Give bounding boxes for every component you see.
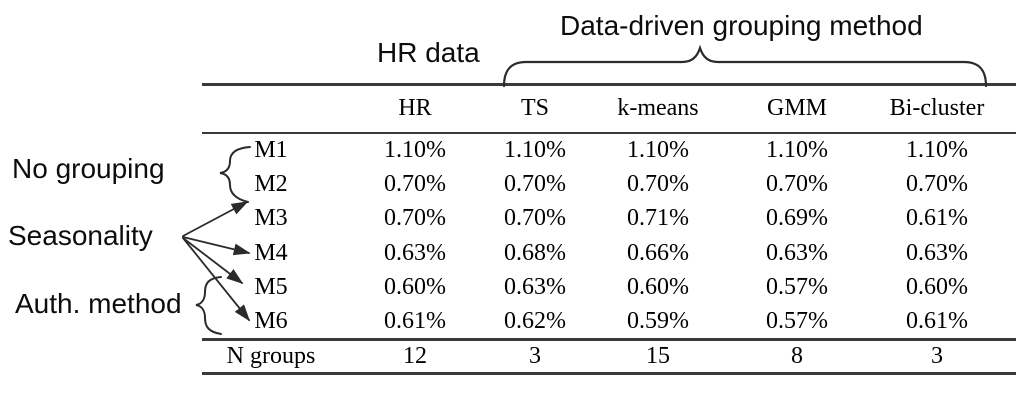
table-cell: 0.70% <box>627 170 689 197</box>
table-cell: 8 <box>736 338 858 374</box>
header-row: HR TS k-means GMM Bi-cluster <box>202 84 1016 134</box>
column-header-kmeans: k-means <box>580 84 736 134</box>
row-label: N groups <box>202 338 340 374</box>
row-label: M3 <box>254 205 288 232</box>
table-cell: 0.71% <box>627 205 689 232</box>
table-cell: 0.60% <box>627 274 689 301</box>
seasonality-label: Seasonality <box>8 220 153 251</box>
table-row-m2: M2 0.70% 0.70% 0.70% 0.70% 0.70% <box>202 167 1016 202</box>
row-label: M5 <box>254 274 288 301</box>
table-cell: 0.60% <box>906 274 968 301</box>
table-cell: 3 <box>858 338 1016 374</box>
row-label: M2 <box>254 170 288 197</box>
no-grouping-label: No grouping <box>12 153 165 184</box>
table-row-m1: M1 1.10% 1.10% 1.10% 1.10% 1.10% <box>202 133 1016 168</box>
table-cell: 0.69% <box>766 205 828 232</box>
data-driven-grouping-method-label: Data-driven grouping method <box>560 10 923 41</box>
column-header-hr: HR <box>340 84 490 134</box>
results-table: HR TS k-means GMM Bi-cluster M1 1.10% 1.… <box>202 83 1016 375</box>
column-header-ts: TS <box>490 84 580 134</box>
table-cell: 0.61% <box>906 308 968 334</box>
table-cell: 0.60% <box>384 274 446 301</box>
hr-data-column-group-label: HR data <box>377 37 480 68</box>
table-row-m3: M3 0.70% 0.70% 0.71% 0.69% 0.61% <box>202 202 1016 237</box>
table-cell: 0.62% <box>504 308 566 334</box>
table-cell: 0.63% <box>384 239 446 266</box>
table-cell: 1.10% <box>766 136 828 163</box>
row-label: M1 <box>254 136 288 163</box>
table-cell: 0.59% <box>627 308 689 334</box>
table-cell: 15 <box>580 338 736 374</box>
table-row-m5: M5 0.60% 0.63% 0.60% 0.57% 0.60% <box>202 271 1016 306</box>
data-driven-overbrace-icon <box>502 44 988 88</box>
table-row-m6: M6 0.61% 0.62% 0.59% 0.57% 0.61% <box>202 305 1016 340</box>
table-cell: 0.70% <box>384 205 446 232</box>
table-cell: 0.61% <box>384 308 446 334</box>
column-header-blank <box>202 84 340 134</box>
row-label: M4 <box>254 239 288 266</box>
table-cell: 1.10% <box>384 136 446 163</box>
table-cell: 0.63% <box>906 239 968 266</box>
table-cell: 0.57% <box>766 274 828 301</box>
row-label: M6 <box>254 308 288 334</box>
table-cell: 0.70% <box>906 170 968 197</box>
table-cell: 0.70% <box>384 170 446 197</box>
n-groups-row: N groups 12 3 15 8 3 <box>202 338 1016 374</box>
table-cell: 1.10% <box>504 136 566 163</box>
table-cell: 1.10% <box>627 136 689 163</box>
table-cell: 0.57% <box>766 308 828 334</box>
table-row-m4: M4 0.63% 0.68% 0.66% 0.63% 0.63% <box>202 236 1016 271</box>
table-cell: 12 <box>340 338 490 374</box>
table-cell: 0.70% <box>766 170 828 197</box>
auth-method-label: Auth. method <box>15 288 182 319</box>
table-cell: 0.66% <box>627 239 689 266</box>
table-cell: 0.70% <box>504 170 566 197</box>
table-cell: 0.61% <box>906 205 968 232</box>
table-cell: 0.70% <box>504 205 566 232</box>
table-cell: 0.68% <box>504 239 566 266</box>
table-cell: 3 <box>490 338 580 374</box>
column-header-gmm: GMM <box>736 84 858 134</box>
table-cell: 0.63% <box>504 274 566 301</box>
column-header-bicluster: Bi-cluster <box>858 84 1016 134</box>
table-cell: 1.10% <box>906 136 968 163</box>
table-cell: 0.63% <box>766 239 828 266</box>
